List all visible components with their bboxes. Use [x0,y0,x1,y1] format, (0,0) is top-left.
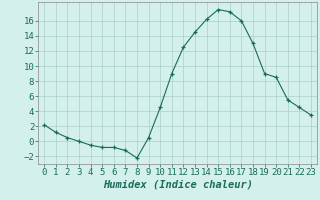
X-axis label: Humidex (Indice chaleur): Humidex (Indice chaleur) [103,180,252,190]
